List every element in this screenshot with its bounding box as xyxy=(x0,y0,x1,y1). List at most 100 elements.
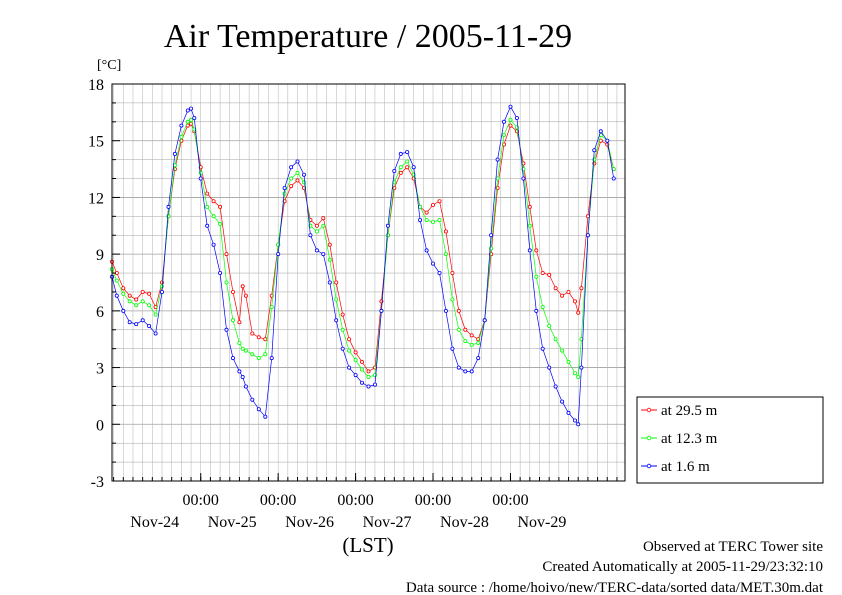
data-point xyxy=(295,159,300,164)
data-point xyxy=(263,352,268,357)
data-point xyxy=(134,322,139,327)
data-point xyxy=(456,327,461,332)
data-point xyxy=(172,151,177,156)
data-point xyxy=(508,123,513,128)
x-tick-label: 00:00 xyxy=(182,492,218,509)
data-point xyxy=(179,123,184,128)
data-point xyxy=(185,119,190,124)
data-point xyxy=(592,148,597,153)
data-point xyxy=(405,159,410,164)
data-point xyxy=(456,365,461,370)
data-point xyxy=(340,327,345,332)
data-point xyxy=(450,346,455,351)
data-point xyxy=(443,308,448,313)
data-point xyxy=(469,342,474,347)
footer-created-at: Created Automatically at 2005-11-29/23:3… xyxy=(542,559,823,575)
data-point xyxy=(218,270,223,275)
data-point xyxy=(424,210,429,215)
data-point xyxy=(147,303,152,308)
data-point xyxy=(540,270,545,275)
series-line xyxy=(111,105,615,426)
data-point xyxy=(353,357,358,362)
data-point xyxy=(263,337,268,342)
data-point xyxy=(140,318,145,323)
series-at-12-3-m xyxy=(110,117,616,379)
data-point xyxy=(437,270,442,275)
data-point xyxy=(489,233,494,238)
data-point xyxy=(334,297,339,302)
legend: at 29.5 m at 12.3 m at 1.6 m xyxy=(636,396,824,484)
y-tick-label: 0 xyxy=(96,417,104,434)
data-point xyxy=(289,176,294,181)
y-tick-label: 3 xyxy=(96,361,104,378)
legend-swatch-marker xyxy=(646,463,652,469)
data-point xyxy=(398,170,403,175)
data-point xyxy=(598,129,603,134)
legend-label: at 29.5 m xyxy=(661,403,718,419)
data-point xyxy=(437,218,442,223)
data-point xyxy=(576,422,581,427)
y-tick-label: 6 xyxy=(96,304,104,321)
data-point xyxy=(205,191,210,196)
data-point xyxy=(521,176,526,181)
data-point xyxy=(573,371,578,376)
data-point xyxy=(379,308,384,313)
data-point xyxy=(240,284,245,289)
data-point xyxy=(314,223,319,228)
data-point xyxy=(198,170,203,175)
data-point xyxy=(159,289,164,294)
data-point xyxy=(308,233,313,238)
data-point xyxy=(230,356,235,361)
data-point xyxy=(398,151,403,156)
data-point xyxy=(573,299,578,304)
data-point xyxy=(127,293,132,298)
data-point xyxy=(237,320,242,325)
data-point xyxy=(495,157,500,162)
data-point xyxy=(340,346,345,351)
x-tick-label: 00:00 xyxy=(492,492,528,509)
data-point xyxy=(211,242,216,247)
data-point xyxy=(540,346,545,351)
legend-swatch-marker xyxy=(646,435,652,441)
y-axis-ticks: -3 0 3 6 9 12 15 18 xyxy=(88,77,120,491)
data-point xyxy=(295,170,300,175)
data-point xyxy=(534,308,539,313)
data-point xyxy=(469,333,474,338)
data-point xyxy=(243,293,248,298)
data-point xyxy=(566,359,571,364)
x-date-label: Nov-24 xyxy=(130,514,179,531)
data-point xyxy=(237,340,242,345)
data-point xyxy=(456,308,461,313)
data-point xyxy=(463,369,468,374)
data-point xyxy=(321,252,326,257)
x-tick-label: 00:00 xyxy=(415,492,451,509)
data-point xyxy=(334,318,339,323)
data-point xyxy=(224,327,229,332)
data-point xyxy=(166,204,171,209)
data-point xyxy=(605,138,610,143)
plot-frame xyxy=(111,83,626,482)
data-point xyxy=(547,365,552,370)
data-point xyxy=(121,286,126,291)
data-point xyxy=(256,335,261,340)
series-layer xyxy=(110,104,616,427)
data-point xyxy=(353,373,358,378)
data-point xyxy=(366,384,371,389)
data-point xyxy=(463,339,468,344)
x-tick-label: 00:00 xyxy=(337,492,373,509)
data-point xyxy=(192,116,197,121)
data-point xyxy=(134,297,139,302)
data-point xyxy=(327,280,332,285)
data-point xyxy=(237,369,242,374)
series-line xyxy=(111,123,615,372)
data-point xyxy=(347,365,352,370)
data-point xyxy=(347,348,352,353)
data-point xyxy=(205,223,210,228)
data-point xyxy=(576,310,581,315)
data-point xyxy=(127,320,132,325)
data-point xyxy=(359,359,364,364)
data-point xyxy=(359,367,364,372)
data-point xyxy=(224,280,229,285)
data-point xyxy=(134,303,139,308)
